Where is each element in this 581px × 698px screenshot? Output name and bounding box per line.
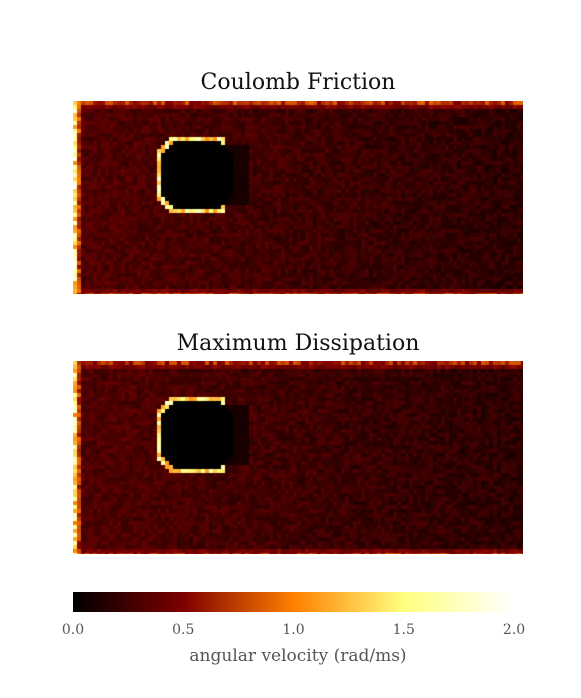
- top-panel-title: Coulomb Friction: [200, 70, 396, 95]
- coulomb-friction-heatmap: [73, 101, 523, 294]
- colorbar: [73, 592, 514, 612]
- maximum-dissipation-heatmap: [73, 361, 523, 554]
- bottom-panel-title: Maximum Dissipation: [176, 331, 420, 356]
- colorbar-tick-label: 1.5: [392, 622, 415, 638]
- colorbar-tick-label: 0.0: [61, 622, 85, 638]
- colorbar-tick-label: 0.5: [172, 622, 195, 638]
- colorbar-tick-label: 2.0: [502, 622, 526, 638]
- colorbar-tick-label: 1.0: [282, 622, 305, 638]
- colorbar-label: angular velocity (rad/ms): [189, 646, 407, 666]
